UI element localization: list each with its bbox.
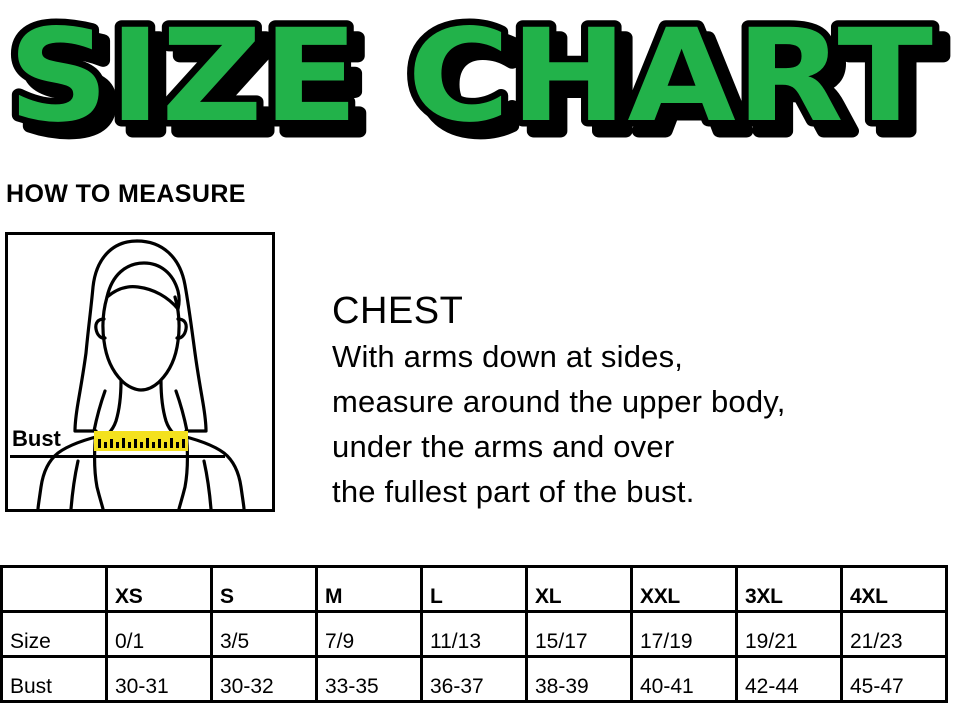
female-torso-figure [36,239,246,509]
cell-bust-s: 30-32 [210,655,318,703]
title-text: SIZE CHART [8,2,933,150]
table-header-row: XS S M L XL XXL 3XL 4XL [0,565,948,613]
cell-size-m: 7/9 [315,610,423,658]
cell-bust-4xl: 45-47 [840,655,948,703]
cell-bust-m: 33-35 [315,655,423,703]
cell-size-3xl: 19/21 [735,610,843,658]
cell-size-l: 11/13 [420,610,528,658]
description-heading: CHEST [332,290,464,332]
measuring-tape [94,431,188,451]
table-row: Size 0/1 3/5 7/9 11/13 15/17 17/19 19/21… [0,610,948,658]
cell-bust-xl: 38-39 [525,655,633,703]
hair-left-outline [73,239,139,433]
description-line-1: With arms down at sides, [332,339,684,374]
row-label-bust: Bust [0,655,108,703]
neck-left [106,379,123,436]
shoulder-right [172,432,246,509]
table-row: Bust 30-31 30-32 33-35 36-37 38-39 40-41… [0,655,948,703]
row-label-size: Size [0,610,108,658]
description-line-4: the fullest part of the bust. [332,474,695,509]
table-header-l: L [420,565,528,613]
left-ear [94,317,107,340]
bust-measure-label: Bust [12,426,61,451]
cell-bust-xs: 30-31 [105,655,213,703]
bust-leader-line [10,455,225,458]
face-outline [101,295,181,392]
size-table-container: XS S M L XL XXL 3XL 4XL Size 0/1 3/5 7/9… [0,565,953,726]
cell-size-s: 3/5 [210,610,318,658]
title-shadow: SIZE CHART [19,13,944,150]
size-chart-title-graphic: .tl { font-family: "DejaVu Sans", sans-s… [2,0,951,150]
hair-right-outline [135,239,208,433]
arm-inner-right [202,459,213,509]
table-header-4xl: 4XL [840,565,948,613]
table-header-m: M [315,565,423,613]
right-ear [175,317,188,340]
table-header-s: S [210,565,318,613]
hair-bangs [105,261,181,311]
arm-inner-left [69,459,80,509]
neck-right [159,379,176,436]
page-title: .tl { font-family: "DejaVu Sans", sans-s… [0,0,953,150]
table-header-3xl: 3XL [735,565,843,613]
cell-size-xxl: 17/19 [630,610,738,658]
size-table: XS S M L XL XXL 3XL 4XL Size 0/1 3/5 7/9… [0,565,948,703]
cell-bust-xxl: 40-41 [630,655,738,703]
cell-size-xl: 15/17 [525,610,633,658]
table-header-xs: XS [105,565,213,613]
shoulder-left [36,432,110,509]
table-corner-blank [0,565,108,613]
table-header-xl: XL [525,565,633,613]
how-to-measure-heading: HOW TO MEASURE [6,180,246,208]
table-header-xxl: XXL [630,565,738,613]
cell-size-xs: 0/1 [105,610,213,658]
measurement-description: CHEST With arms down at sides, measure a… [332,288,942,514]
description-line-3: under the arms and over [332,429,675,464]
cell-size-4xl: 21/23 [840,610,948,658]
cell-bust-l: 36-37 [420,655,528,703]
measurement-illustration [5,232,275,512]
cell-bust-3xl: 42-44 [735,655,843,703]
description-line-2: measure around the upper body, [332,384,786,419]
